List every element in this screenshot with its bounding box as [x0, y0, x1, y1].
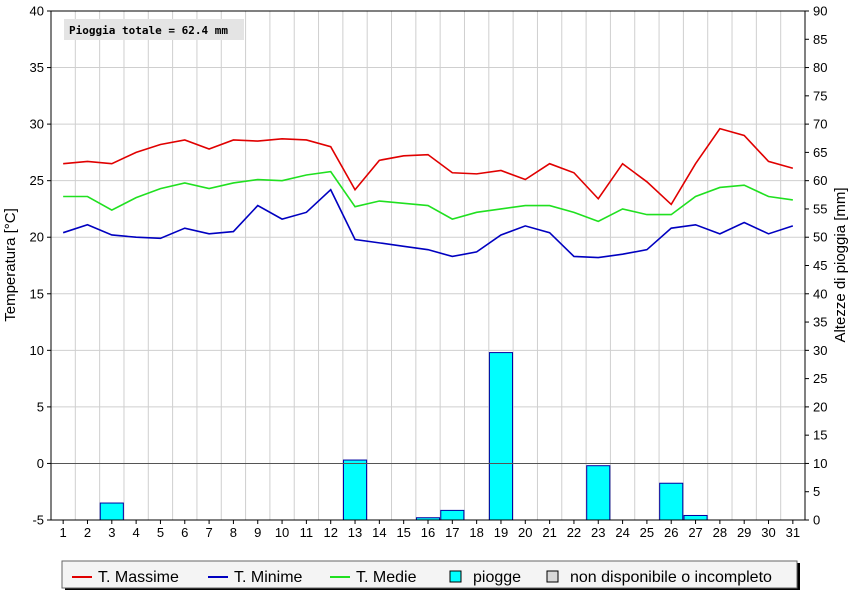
left-tick-label: 30 — [30, 117, 44, 132]
x-tick-label: 29 — [737, 525, 751, 540]
rain-bars — [99, 352, 708, 521]
x-tick-label: 2 — [84, 525, 91, 540]
annotation-box — [64, 19, 244, 40]
left-tick-label: 20 — [30, 230, 44, 245]
rain-bar — [586, 465, 611, 521]
annotation-text: Pioggia totale = 62.4 mm — [69, 24, 228, 37]
x-axis-ticks: 1 2 3 4 5 6 7 8 9 10 11 12 13 14 15 16 17 18 19 20 21 22 23 24 2… — [60, 520, 800, 540]
x-tick-label: 14 — [372, 525, 386, 540]
rain-total-annotation: Pioggia totale = 62.4 mm — [64, 19, 244, 40]
left-axis-ticks: -5 0 5 10 15 20 25 30 35 40 — [30, 4, 51, 528]
x-tick-label: 22 — [567, 525, 581, 540]
rain-bar — [99, 502, 124, 521]
x-tick-label: 7 — [205, 525, 212, 540]
left-tick-label: 5 — [37, 399, 44, 414]
legend-box — [61, 560, 798, 589]
right-tick-label: 20 — [813, 399, 827, 414]
x-tick-label: 9 — [254, 525, 261, 540]
x-tick-label: 13 — [348, 525, 362, 540]
legend-label: T. Minime — [234, 569, 303, 586]
x-tick-label: 24 — [615, 525, 629, 540]
rain-bar — [342, 459, 368, 521]
x-tick-label: 16 — [421, 525, 435, 540]
right-tick-label: 55 — [813, 201, 827, 216]
x-tick-label: 10 — [275, 525, 289, 540]
rain-bar — [488, 352, 514, 521]
left-tick-label: -5 — [32, 513, 44, 528]
right-tick-label: 15 — [813, 428, 827, 443]
right-tick-label: 70 — [813, 117, 827, 132]
left-tick-label: 0 — [37, 456, 44, 471]
rain-bar — [659, 482, 684, 521]
right-tick-label: 80 — [813, 60, 827, 75]
right-tick-label: 50 — [813, 230, 827, 245]
x-tick-label: 4 — [133, 525, 140, 540]
legend-label: piogge — [473, 569, 521, 586]
left-tick-label: 35 — [30, 60, 44, 75]
x-tick-label: 21 — [542, 525, 556, 540]
x-tick-label: 11 — [300, 525, 314, 540]
right-tick-label: 90 — [813, 4, 827, 19]
x-tick-label: 1 — [60, 525, 67, 540]
series-line-t-massime — [63, 127, 794, 206]
legend-label: non disponibile o incompleto — [570, 569, 772, 586]
right-tick-label: 65 — [813, 145, 827, 160]
x-tick-label: 18 — [469, 525, 483, 540]
left-tick-label: 40 — [30, 4, 44, 19]
x-tick-label: 26 — [664, 525, 678, 540]
right-tick-label: 40 — [813, 286, 827, 301]
x-tick-label: 28 — [713, 525, 727, 540]
grid — [51, 11, 805, 520]
left-tick-label: 25 — [30, 173, 44, 188]
x-tick-label: 5 — [157, 525, 164, 540]
right-tick-label: 35 — [813, 315, 827, 330]
right-axis-title: Altezze di pioggia [mm] — [832, 187, 849, 342]
legend-label: T. Medie — [356, 569, 417, 586]
left-axis-title: Temperatura [°C] — [2, 208, 19, 322]
right-tick-label: 75 — [813, 88, 827, 103]
right-tick-label: 0 — [813, 513, 820, 528]
legend: T. Massime T. Minime T. Medie piogge non dis… — [61, 560, 800, 590]
plot-frame — [50, 10, 806, 521]
x-tick-label: 23 — [591, 525, 605, 540]
right-tick-label: 85 — [813, 32, 827, 47]
right-tick-label: 60 — [813, 173, 827, 188]
x-tick-label: 17 — [445, 525, 459, 540]
x-tick-label: 12 — [323, 525, 337, 540]
x-tick-label: 30 — [761, 525, 775, 540]
legend-label: T. Massime — [98, 569, 179, 586]
x-tick-label: 20 — [518, 525, 532, 540]
x-tick-label: 3 — [108, 525, 115, 540]
rain-bar — [683, 514, 708, 521]
legend-swatch-box — [449, 570, 462, 583]
x-tick-label: 19 — [494, 525, 508, 540]
x-tick-label: 6 — [181, 525, 188, 540]
x-tick-label: 8 — [230, 525, 237, 540]
temperature-lines — [62, 127, 794, 259]
left-tick-label: 10 — [30, 343, 44, 358]
right-tick-label: 45 — [813, 258, 827, 273]
left-tick-label: 15 — [30, 286, 44, 301]
x-tick-label: 25 — [640, 525, 654, 540]
right-axis-ticks: 0 5 10 15 20 25 30 35 40 45 50 55 60 65 70 75 80 85 90 — [805, 4, 827, 528]
x-tick-label: 31 — [786, 525, 800, 540]
right-tick-label: 30 — [813, 343, 827, 358]
rain-bar — [440, 509, 465, 521]
legend-swatch-box — [546, 570, 559, 583]
right-tick-label: 10 — [813, 456, 827, 471]
right-tick-label: 25 — [813, 371, 827, 386]
right-tick-label: 5 — [813, 484, 820, 499]
series-line-t-minime — [62, 188, 794, 259]
x-tick-label: 15 — [396, 525, 410, 540]
series-line-t-medie — [63, 170, 793, 223]
x-tick-label: 27 — [688, 525, 702, 540]
